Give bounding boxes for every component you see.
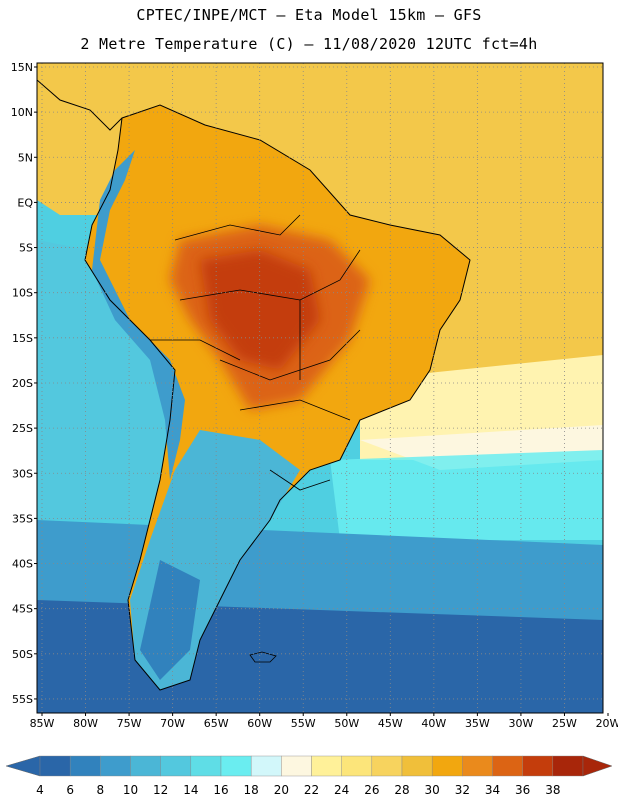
latitude-label: EQ (17, 196, 33, 209)
map-frame (36, 62, 604, 714)
longitude-label: 50W (334, 717, 359, 730)
colorbar-swatch (190, 755, 222, 777)
colorbar-label: 20 (274, 783, 289, 797)
patagonia-cold (140, 560, 200, 680)
colorbar-swatch (431, 755, 463, 777)
interior-hottest-zone (200, 250, 320, 370)
colorbar-label: 18 (244, 783, 259, 797)
colorbar-swatch (462, 755, 493, 777)
graticule (37, 63, 603, 713)
longitude-label: 30W (508, 717, 533, 730)
colorbar-swatch (100, 755, 131, 777)
colorbar-label: 10 (123, 783, 138, 797)
latitude-label: 25S (12, 422, 33, 435)
chart-subtitle: 2 Metre Temperature (C) – 11/08/2020 12U… (80, 35, 538, 53)
longitude-label: 70W (160, 717, 185, 730)
longitude-labels: 85W 80W 75W 70W 65W 60W 55W 50W 45W 40W 35W 30W 25W 2… (30, 713, 618, 730)
longitude-label: 20W (596, 717, 618, 730)
chart-title: CPTEC/INPE/MCT – Eta Model 15km – GFS (136, 6, 482, 24)
map-field (37, 63, 603, 713)
latitude-label: 10N (11, 106, 33, 119)
latitude-label: 50S (12, 648, 33, 661)
longitude-label: 25W (552, 717, 577, 730)
latitude-label: 20S (12, 377, 33, 390)
colorbar-swatch (281, 755, 312, 777)
latitude-label: 45S (12, 603, 33, 616)
colorbar-label: 28 (394, 783, 409, 797)
colorbar-label: 6 (66, 783, 74, 797)
longitude-label: 85W (30, 717, 55, 730)
latitude-label: 5S (19, 242, 33, 255)
colorbar-label: 36 (515, 783, 530, 797)
colorbar-swatch (39, 755, 71, 777)
colorbar-high-arrow (582, 755, 613, 777)
colorbar-swatch (492, 755, 523, 777)
colorbar-swatch (341, 755, 373, 777)
colorbar-label: 30 (425, 783, 440, 797)
colorbar-low-arrow (5, 755, 41, 777)
colorbar-swatch (160, 755, 192, 777)
colorbar-label: 22 (304, 783, 319, 797)
colorbar-label: 12 (153, 783, 168, 797)
colorbar-label: 26 (364, 783, 379, 797)
colorbar-swatch (552, 755, 584, 777)
latitude-label: 55S (12, 693, 33, 706)
central-america-coast (37, 79, 123, 131)
longitude-label: 45W (378, 717, 403, 730)
latitude-label: 30S (12, 467, 33, 480)
colorbar-swatch (69, 755, 101, 777)
colorbar-swatch (522, 755, 554, 777)
colorbar-swatch (220, 755, 252, 777)
colorbar-label: 14 (183, 783, 198, 797)
longitude-label: 55W (291, 717, 316, 730)
coastline (84, 104, 471, 691)
latitude-label: 10S (12, 287, 33, 300)
colorbar-swatch (311, 755, 342, 777)
colorbar-label: 16 (213, 783, 228, 797)
latitude-label: 15N (11, 61, 33, 74)
andes-cold-ridge (92, 150, 185, 480)
longitude-label: 80W (73, 717, 98, 730)
colorbar-label: 8 (97, 783, 105, 797)
longitude-label: 40W (421, 717, 446, 730)
colorbar-swatch (130, 755, 161, 777)
longitude-label: 35W (465, 717, 490, 730)
latitude-labels: 15N 10N 5N EQ 5S 10S 15S 20S 25S 30S 35S 40S 45S 50S 5… (11, 61, 37, 706)
latitude-label: 5N (18, 151, 33, 164)
colorbar-swatch (401, 755, 433, 777)
south-atlantic-cool (330, 450, 603, 540)
latitude-label: 15S (12, 332, 33, 345)
colorbar-label: 34 (485, 783, 500, 797)
colorbar-label: 4 (36, 783, 44, 797)
latitude-label: 40S (12, 558, 33, 571)
longitude-label: 75W (117, 717, 142, 730)
longitude-label: 65W (204, 717, 229, 730)
colorbar-swatch (250, 755, 282, 777)
falkland-islands (249, 651, 277, 663)
colorbar-label: 38 (545, 783, 560, 797)
latitude-label: 35S (12, 512, 33, 525)
colorbar-label: 32 (455, 783, 470, 797)
country-borders (150, 214, 361, 491)
colorbar-label: 24 (334, 783, 349, 797)
longitude-label: 60W (247, 717, 272, 730)
colorbar-swatch (371, 755, 403, 777)
